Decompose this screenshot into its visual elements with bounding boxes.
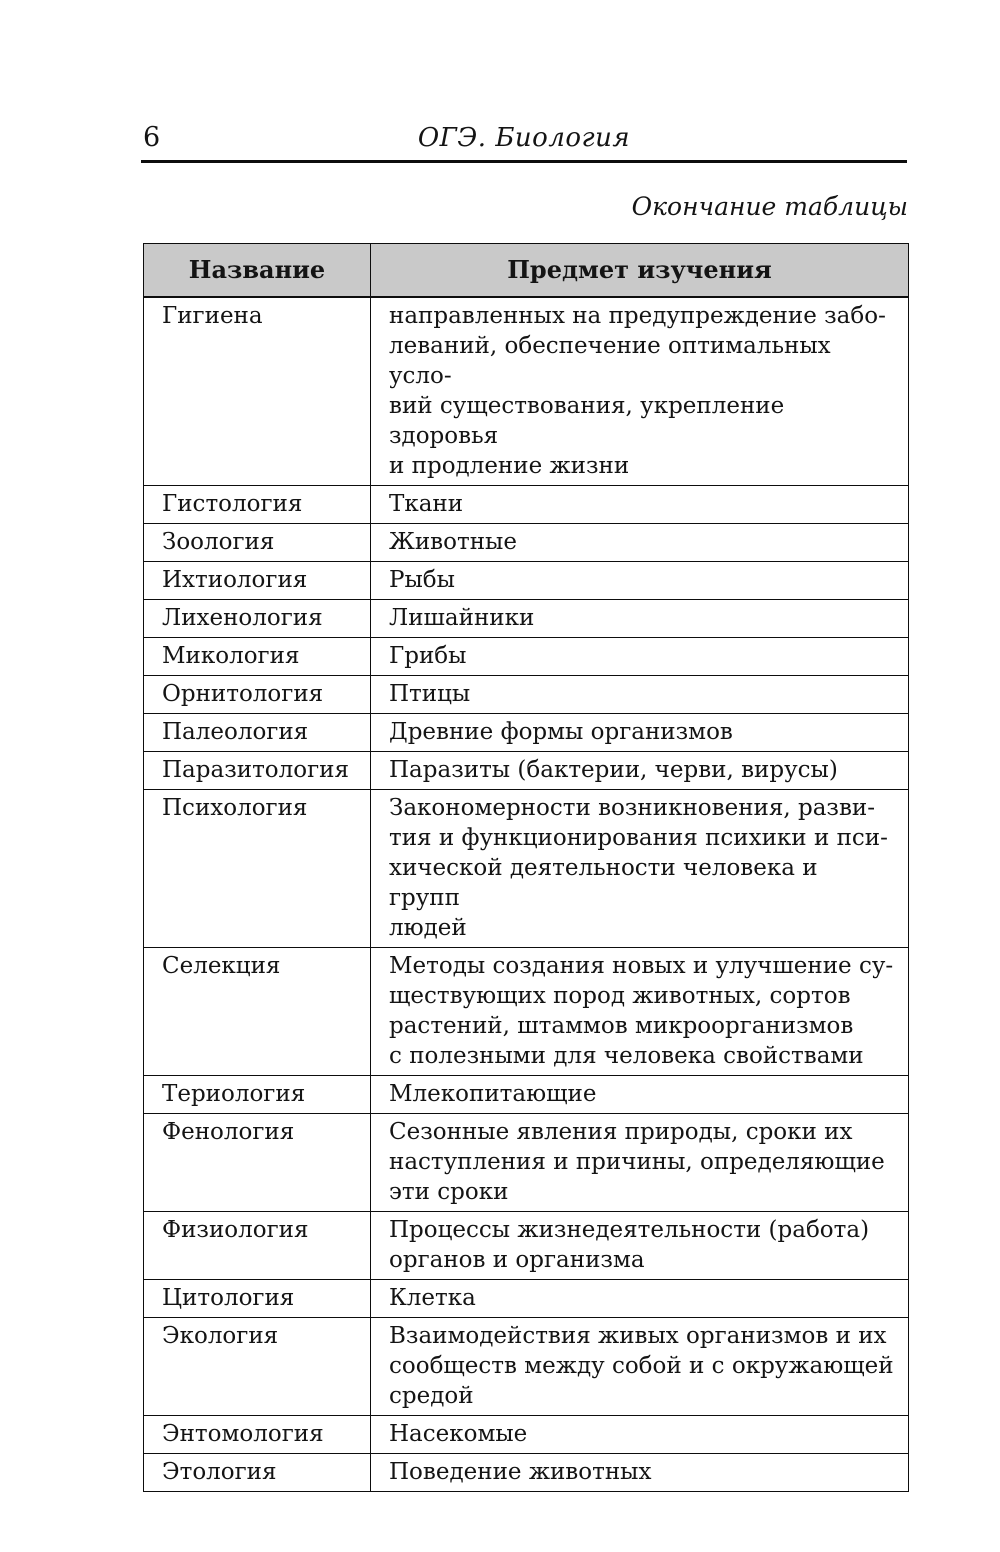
subject-cell: Методы создания новых и улучшение су- ще… (370, 947, 909, 1076)
subject-cell: Процессы жизнедеятельности (работа) орга… (370, 1211, 909, 1280)
running-head: 6 ОГЭ. Биология (141, 124, 907, 163)
column-header-subject: Предмет изучения (370, 243, 909, 298)
disciplines-table: Название Предмет изучения Гигиена направ… (143, 243, 909, 1492)
subject-cell: Лишайники (370, 599, 909, 638)
subject-cell: Клетка (370, 1279, 909, 1318)
discipline-name-cell: Микология (143, 637, 371, 676)
discipline-name-cell: Фенология (143, 1113, 371, 1212)
table-row: Гигиена направленных на предупреждение з… (143, 296, 909, 486)
discipline-name-cell: Ихтиология (143, 561, 371, 600)
discipline-name-cell: Лихенология (143, 599, 371, 638)
page-number: 6 (143, 122, 161, 153)
subject-cell: Поведение животных (370, 1453, 909, 1492)
table-row: Зоология Животные (143, 523, 909, 562)
discipline-name-cell: Орнитология (143, 675, 371, 714)
subject-cell: Млекопитающие (370, 1075, 909, 1114)
table-row: Экология Взаимодействия живых организмов… (143, 1317, 909, 1416)
table-row: Этология Поведение животных (143, 1453, 909, 1492)
table-row: Териология Млекопитающие (143, 1075, 909, 1114)
subject-cell: Взаимодействия живых организмов и их соо… (370, 1317, 909, 1416)
subject-cell: Сезонные явления природы, сроки их насту… (370, 1113, 909, 1212)
discipline-name-cell: Териология (143, 1075, 371, 1114)
discipline-name-cell: Паразитология (143, 751, 371, 790)
table-row: Микология Грибы (143, 637, 909, 676)
discipline-name-cell: Гигиена (143, 296, 371, 486)
table-row: Цитология Клетка (143, 1279, 909, 1318)
subject-cell: Закономерности возникновения, разви- тия… (370, 789, 909, 948)
table-row: Селекция Методы создания новых и улучшен… (143, 947, 909, 1076)
table-row: Паразитология Паразиты (бактерии, черви,… (143, 751, 909, 790)
subject-cell: Паразиты (бактерии, черви, вирусы) (370, 751, 909, 790)
subject-cell: Животные (370, 523, 909, 562)
discipline-name-cell: Физиология (143, 1211, 371, 1280)
running-title: ОГЭ. Биология (417, 123, 631, 153)
table-row: Гистология Ткани (143, 485, 909, 524)
discipline-name-cell: Этология (143, 1453, 371, 1492)
discipline-name-cell: Энтомология (143, 1415, 371, 1454)
subject-cell: Ткани (370, 485, 909, 524)
subject-cell: Птицы (370, 675, 909, 714)
discipline-name-cell: Селекция (143, 947, 371, 1076)
table-row: Ихтиология Рыбы (143, 561, 909, 600)
subject-cell: Древние формы организмов (370, 713, 909, 752)
table-row: Энтомология Насекомые (143, 1415, 909, 1454)
table-header-row: Название Предмет изучения (143, 243, 909, 298)
table-row: Физиология Процессы жизнедеятельности (р… (143, 1211, 909, 1280)
discipline-name-cell: Палеология (143, 713, 371, 752)
table-row: Палеология Древние формы организмов (143, 713, 909, 752)
discipline-name-cell: Гистология (143, 485, 371, 524)
discipline-name-cell: Психология (143, 789, 371, 948)
column-header-name: Название (143, 243, 371, 298)
continuation-note: Окончание таблицы (631, 192, 908, 221)
subject-cell: Грибы (370, 637, 909, 676)
table-row: Фенология Сезонные явления природы, срок… (143, 1113, 909, 1212)
discipline-name-cell: Цитология (143, 1279, 371, 1318)
subject-cell: направленных на предупреждение забо- лев… (370, 296, 909, 486)
table-row: Психология Закономерности возникновения,… (143, 789, 909, 948)
table-row: Лихенология Лишайники (143, 599, 909, 638)
discipline-name-cell: Зоология (143, 523, 371, 562)
subject-cell: Насекомые (370, 1415, 909, 1454)
subject-cell: Рыбы (370, 561, 909, 600)
discipline-name-cell: Экология (143, 1317, 371, 1416)
table-row: Орнитология Птицы (143, 675, 909, 714)
